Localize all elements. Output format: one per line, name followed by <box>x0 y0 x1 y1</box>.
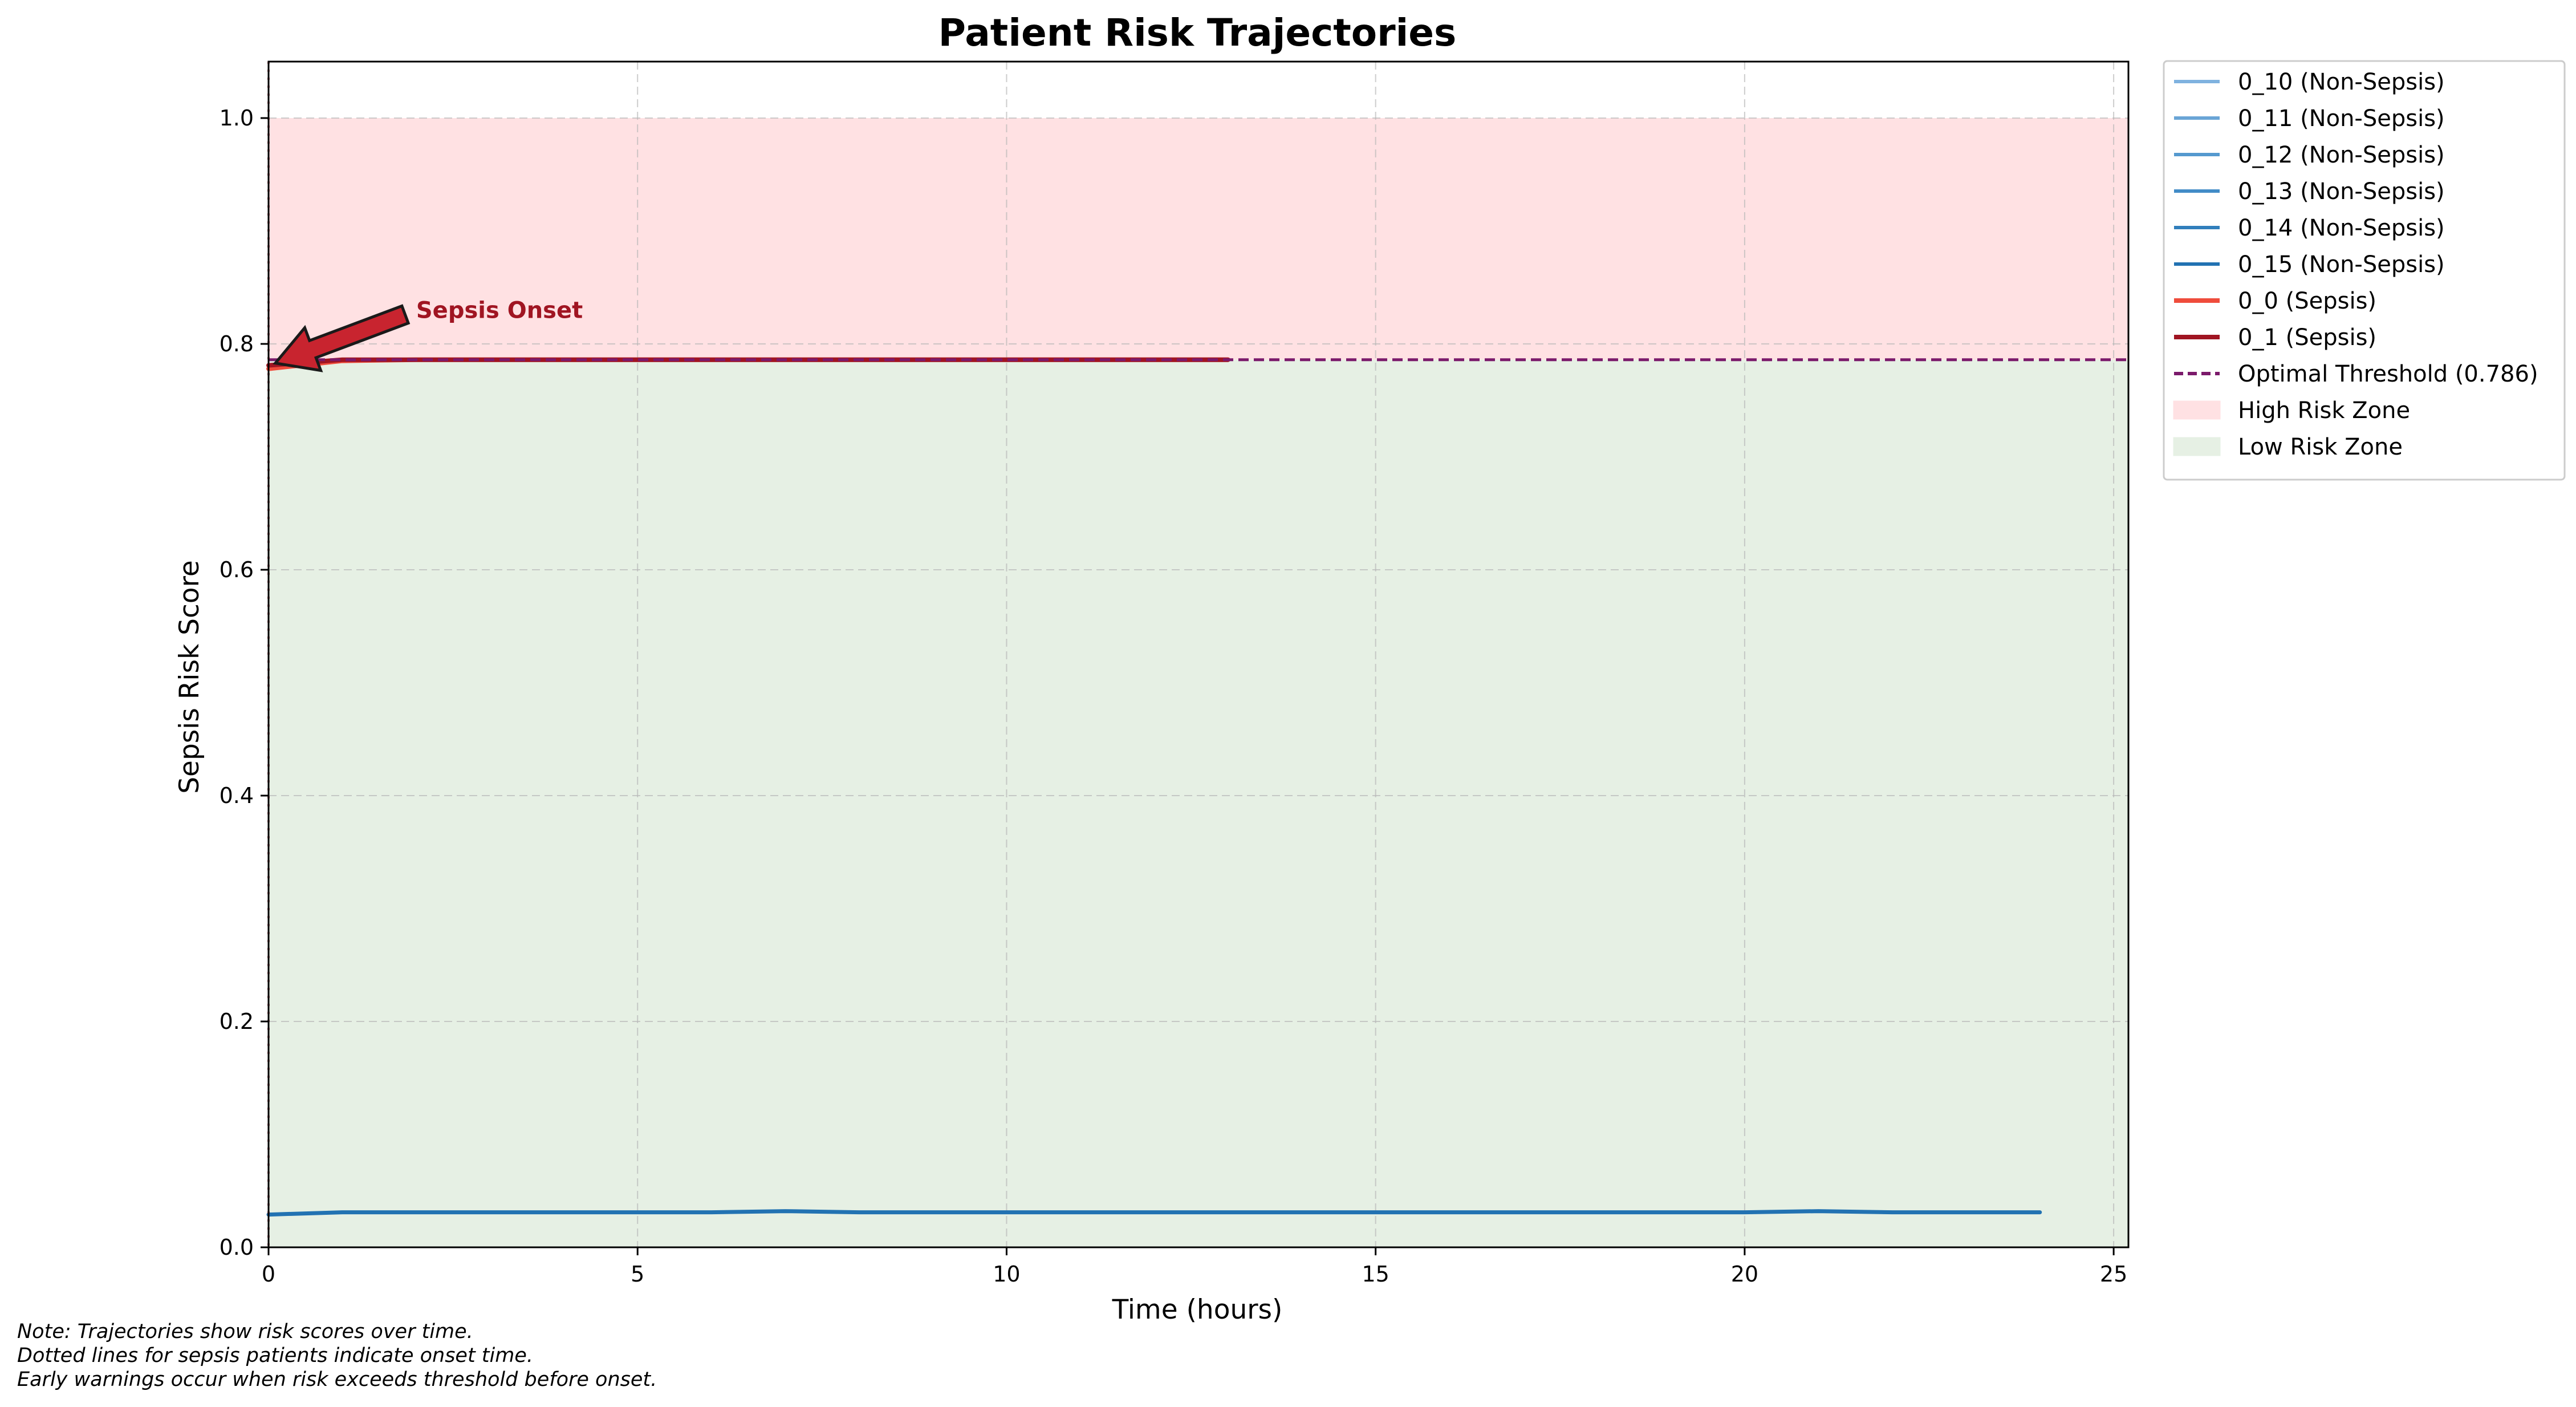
y-axis-title: Sepsis Risk Score <box>174 560 205 794</box>
y-tick-label: 0.6 <box>220 557 254 582</box>
x-tick-label: 10 <box>993 1262 1020 1287</box>
legend-swatch <box>2173 437 2221 456</box>
legend-label: Optimal Threshold (0.786) <box>2238 361 2538 387</box>
footnote: Note: Trajectories show risk scores over… <box>17 1320 657 1391</box>
legend-swatch <box>2173 400 2221 420</box>
x-tick-label: 15 <box>1362 1262 1389 1287</box>
x-tick-label: 0 <box>262 1262 275 1287</box>
legend-label: 0_15 (Non-Sepsis) <box>2238 252 2445 278</box>
legend-label: 0_1 (Sepsis) <box>2238 325 2376 351</box>
x-axis-title: Time (hours) <box>1112 1294 1283 1325</box>
annotation-arrow <box>273 304 411 372</box>
x-tick-label: 5 <box>631 1262 644 1287</box>
legend-label: 0_10 (Non-Sepsis) <box>2238 69 2445 95</box>
chart-title: Patient Risk Trajectories <box>938 11 1457 55</box>
legend-label: Low Risk Zone <box>2238 434 2403 460</box>
plot-area: 0 5 10 15 20 25 0.0 0.2 0.4 0.6 0.8 1.0 Sepsis Onset <box>220 60 2130 1287</box>
footnote-line: Dotted lines for sepsis patients indicat… <box>17 1344 533 1367</box>
legend-label: 0_12 (Non-Sepsis) <box>2238 142 2445 168</box>
legend-label: 0_0 (Sepsis) <box>2238 288 2376 314</box>
annotation-label: Sepsis Onset <box>416 298 583 324</box>
y-tick-label: 0.4 <box>220 783 254 808</box>
low-risk-zone <box>269 359 2128 1247</box>
y-tick-label: 0.0 <box>220 1235 254 1260</box>
footnote-line: Early warnings occur when risk exceeds t… <box>17 1368 657 1391</box>
legend-label: 0_13 (Non-Sepsis) <box>2238 179 2445 205</box>
series-line-0_15 <box>266 1209 2042 1217</box>
x-tick-label: 25 <box>2100 1262 2127 1287</box>
legend-box <box>2163 60 2566 481</box>
y-tick-label: 1.0 <box>220 106 254 131</box>
legend-label: High Risk Zone <box>2238 398 2410 424</box>
y-tick-label: 0.8 <box>220 331 254 356</box>
y-tick-label: 0.2 <box>220 1009 254 1034</box>
plot-frame <box>267 60 2130 1248</box>
x-tick-label: 20 <box>1731 1262 1758 1287</box>
footnote-line: Note: Trajectories show risk scores over… <box>17 1320 473 1343</box>
legend-label: 0_14 (Non-Sepsis) <box>2238 215 2445 241</box>
high-risk-zone <box>269 118 2128 360</box>
legend-label: 0_11 (Non-Sepsis) <box>2238 106 2445 132</box>
legend: 0_10 (Non-Sepsis) 0_11 (Non-Sepsis) 0_12 (… <box>2163 60 2566 481</box>
